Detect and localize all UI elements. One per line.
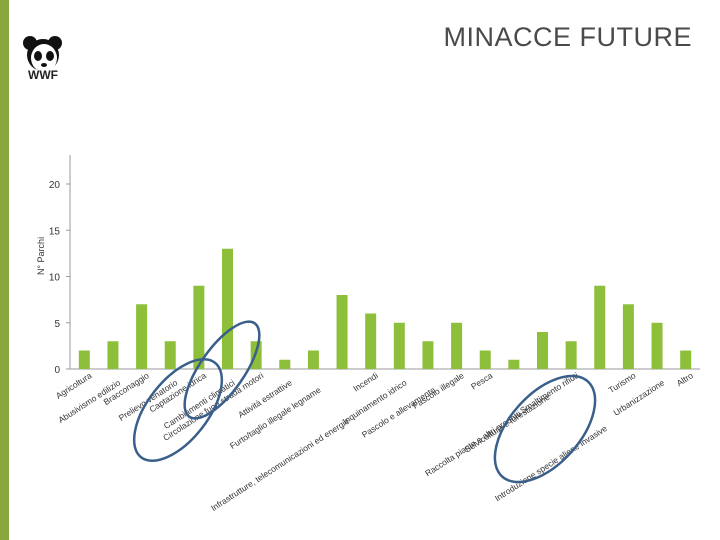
bar-19 — [622, 304, 634, 369]
y-axis-title: N° Parchi — [36, 237, 46, 275]
highlight-ellipse-invasive — [493, 374, 597, 484]
bar-4 — [193, 285, 205, 369]
bar-15 — [508, 359, 520, 369]
bar-14 — [479, 350, 491, 369]
bar-3 — [164, 341, 176, 369]
bar-5 — [222, 248, 233, 369]
bar-17 — [565, 341, 577, 369]
x-tick-label: Altro — [675, 370, 695, 388]
bar-8 — [307, 350, 319, 369]
x-tick-label: Pascolo illegale — [411, 370, 466, 411]
x-tick-label: Pesca — [469, 370, 494, 391]
y-tick-label: 0 — [54, 365, 60, 376]
slide-title: MINACCE FUTURE — [443, 22, 692, 52]
bar-12 — [422, 341, 434, 369]
bar-10 — [365, 313, 377, 369]
x-tick-label: Turismo — [607, 370, 638, 395]
highlight-ellipse-climate — [132, 357, 224, 463]
wwf-logo-text: WWF — [28, 68, 58, 82]
bar-20 — [651, 322, 663, 369]
bar-7 — [279, 359, 291, 369]
accent-side-bar — [0, 0, 9, 540]
bar-16 — [537, 332, 548, 369]
bar-0 — [78, 350, 90, 369]
bar-1 — [107, 341, 119, 369]
wwf-panda-logo — [23, 36, 62, 72]
bar-18 — [594, 285, 606, 369]
x-tick-label: Incendi — [351, 370, 380, 393]
y-tick-label: 10 — [49, 273, 61, 284]
x-tick-label: Infrastrutture, telecomunicazioni ed ene… — [209, 416, 351, 513]
bar-2 — [136, 304, 148, 369]
bar-9 — [336, 295, 348, 369]
y-tick-label: 5 — [54, 319, 60, 330]
chart-bars — [78, 248, 692, 369]
bar-13 — [451, 322, 463, 369]
x-tick-label: Introduzione specie aliene invasive — [493, 423, 609, 503]
bar-11 — [393, 322, 405, 369]
bar-21 — [680, 350, 692, 369]
y-tick-label: 20 — [49, 180, 61, 191]
y-tick-label: 15 — [49, 226, 61, 237]
highlight-ellipse-offroad — [183, 320, 261, 420]
chart-highlights — [132, 320, 597, 484]
